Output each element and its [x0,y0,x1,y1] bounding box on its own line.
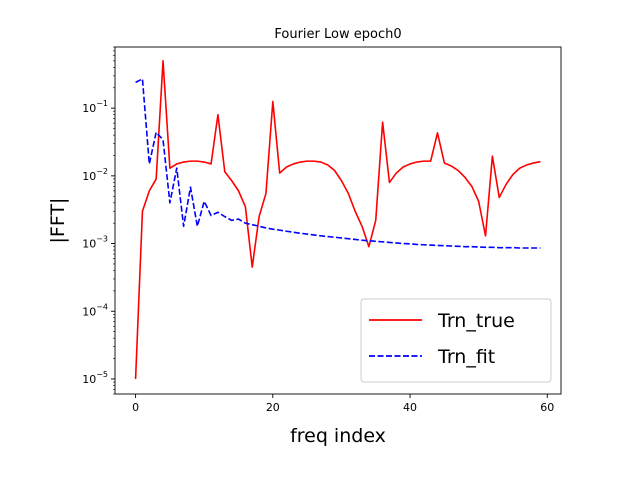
plot-frame [114,46,562,395]
x-axis-label: freq index [290,425,386,447]
y-tick-label: 10−1 [82,99,108,115]
series-line-trn-true [134,60,541,380]
series-line-trn-fit [135,78,541,249]
x-tick-label: 60 [540,401,554,414]
y-tick-label: 10−4 [82,302,108,318]
x-tick-label: 0 [132,401,139,414]
y-tick-label: 10−3 [82,235,108,251]
legend: Trn_true Trn_fit [360,298,552,383]
y-axis-label: |FFT| [47,198,69,244]
y-tick-label: 10−5 [82,370,108,386]
x-tick-label: 20 [266,401,280,414]
legend-label: Trn_true [437,310,515,332]
x-tick-label: 40 [403,401,417,414]
plot-area: 0 20 40 60 10−5 10−4 10−3 10−2 10−1 [82,46,562,414]
legend-label: Trn_fit [437,346,495,368]
chart-title: Fourier Low epoch0 [274,27,401,42]
y-tick-label: 10−2 [82,167,108,183]
